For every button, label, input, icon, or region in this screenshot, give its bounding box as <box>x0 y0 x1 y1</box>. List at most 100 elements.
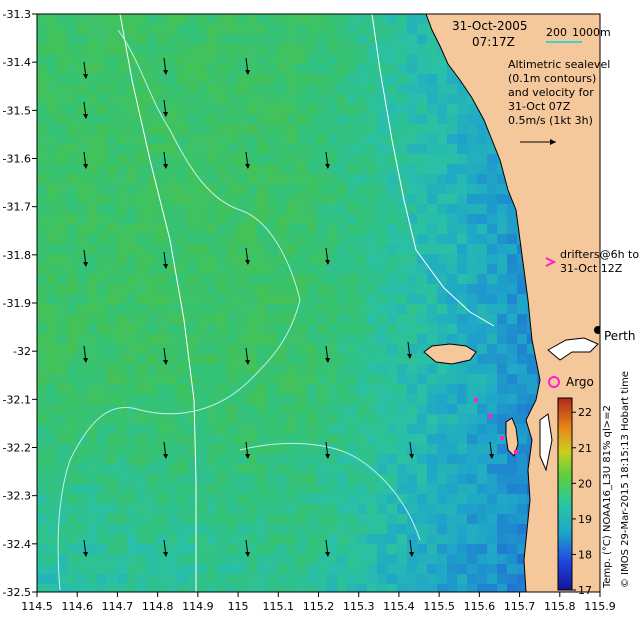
sst-pixel <box>67 74 77 84</box>
sst-pixel <box>167 314 177 324</box>
sst-pixel <box>217 234 227 244</box>
sst-pixel <box>307 34 317 44</box>
swan-river <box>547 337 599 361</box>
sst-pixel <box>117 394 127 404</box>
sst-pixel <box>77 314 87 324</box>
sst-pixel <box>397 504 407 514</box>
sst-pixel <box>257 214 267 224</box>
sst-pixel <box>247 24 257 34</box>
sst-pixel <box>257 94 267 104</box>
sst-pixel <box>197 34 207 44</box>
sst-pixel <box>87 514 97 524</box>
sst-pixel <box>287 134 297 144</box>
sst-pixel <box>447 94 457 104</box>
sst-pixel <box>47 214 57 224</box>
sst-pixel <box>237 264 247 274</box>
sst-pixel <box>297 394 307 404</box>
sst-pixel <box>37 554 47 564</box>
sst-pixel <box>167 174 177 184</box>
sst-pixel <box>437 104 447 114</box>
sst-pixel <box>257 54 267 64</box>
sst-pixel <box>237 14 247 24</box>
sst-pixel <box>307 544 317 554</box>
sst-pixel <box>127 404 137 414</box>
sst-pixel <box>387 294 397 304</box>
sst-pixel <box>107 364 117 374</box>
sst-pixel <box>337 574 347 584</box>
sst-pixel <box>307 144 317 154</box>
sst-pixel <box>287 94 297 104</box>
sst-pixel <box>277 134 287 144</box>
sst-pixel <box>427 544 437 554</box>
sst-pixel <box>217 14 227 24</box>
sst-pixel <box>77 324 87 334</box>
sst-pixel <box>417 354 427 364</box>
sst-pixel <box>167 524 177 534</box>
sst-pixel <box>107 14 117 24</box>
sst-pixel <box>347 514 357 524</box>
sst-pixel <box>67 234 77 244</box>
sst-pixel <box>157 334 167 344</box>
sst-pixel <box>377 574 387 584</box>
sst-pixel <box>157 454 167 464</box>
sst-pixel <box>417 374 427 384</box>
sst-pixel <box>67 214 77 224</box>
sst-pixel <box>107 264 117 274</box>
sst-pixel <box>177 424 187 434</box>
sst-pixel <box>357 574 367 584</box>
sst-pixel <box>437 54 447 64</box>
sst-pixel <box>37 494 47 504</box>
sst-pixel <box>257 374 267 384</box>
sst-pixel <box>387 364 397 374</box>
sst-pixel <box>267 354 277 364</box>
sst-pixel <box>137 24 147 34</box>
sst-pixel <box>507 534 517 544</box>
sst-pixel <box>487 504 497 514</box>
sst-pixel <box>347 144 357 154</box>
sst-pixel <box>57 114 67 124</box>
sst-pixel <box>187 144 197 154</box>
sst-pixel <box>457 144 467 154</box>
sst-pixel <box>207 184 217 194</box>
sst-pixel <box>127 574 137 584</box>
sst-pixel <box>367 174 377 184</box>
sst-pixel <box>127 164 137 174</box>
drifters-legend-line-1: drifters@6h to <box>560 248 639 261</box>
sst-pixel <box>207 104 217 114</box>
sst-pixel <box>377 124 387 134</box>
sst-pixel <box>507 284 517 294</box>
sst-pixel <box>377 354 387 364</box>
sst-pixel <box>347 204 357 214</box>
sst-pixel <box>107 134 117 144</box>
sst-pixel <box>157 44 167 54</box>
sst-pixel <box>517 254 527 264</box>
sst-pixel <box>457 464 467 474</box>
sst-pixel <box>437 144 447 154</box>
sst-pixel <box>467 224 477 234</box>
sst-pixel <box>207 544 217 554</box>
sst-pixel <box>57 524 67 534</box>
sst-pixel <box>267 384 277 394</box>
sst-pixel <box>97 44 107 54</box>
sst-pixel <box>387 14 397 24</box>
sst-pixel <box>287 164 297 174</box>
sst-pixel <box>297 224 307 234</box>
sst-pixel <box>187 314 197 324</box>
sst-pixel <box>57 364 67 374</box>
sst-pixel <box>227 244 237 254</box>
sst-pixel <box>297 414 307 424</box>
sst-pixel <box>47 434 57 444</box>
sst-pixel <box>487 314 497 324</box>
sst-pixel <box>407 24 417 34</box>
sst-pixel <box>197 154 207 164</box>
sst-pixel <box>227 134 237 144</box>
sst-pixel <box>217 474 227 484</box>
sst-pixel <box>127 184 137 194</box>
sst-pixel <box>77 574 87 584</box>
sst-pixel <box>107 404 117 414</box>
sst-pixel <box>437 204 447 214</box>
sst-pixel <box>297 264 307 274</box>
sst-pixel <box>77 564 87 574</box>
sst-pixel <box>177 314 187 324</box>
sst-pixel <box>457 244 467 254</box>
